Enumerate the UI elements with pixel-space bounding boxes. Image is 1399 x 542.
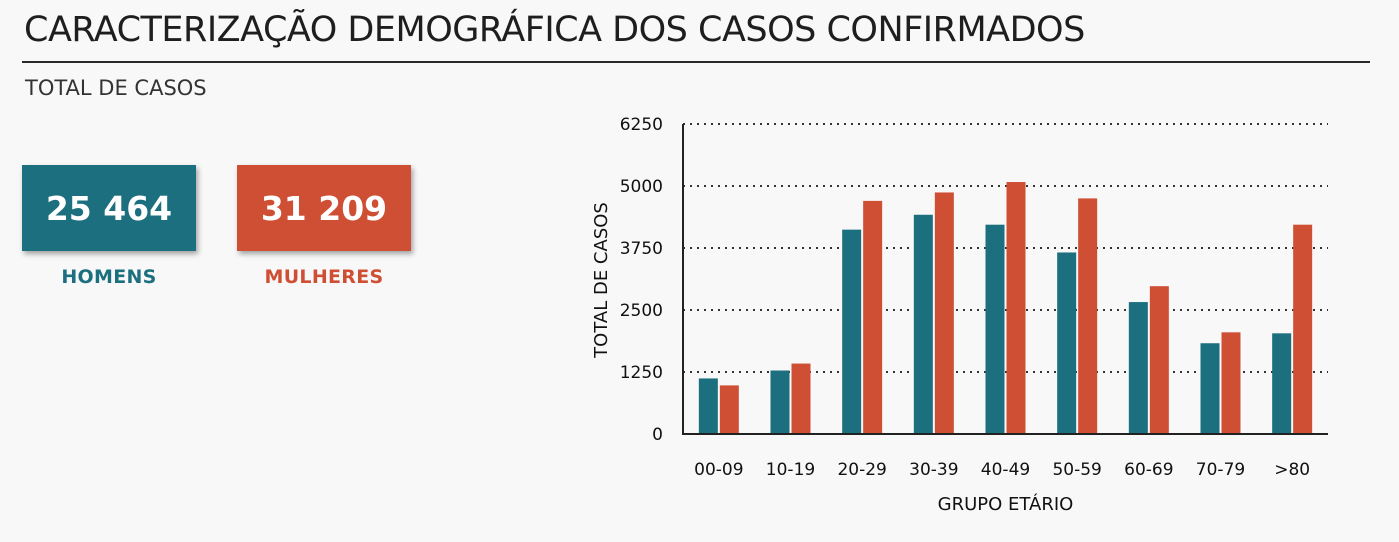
bar-homens-0009 xyxy=(698,378,718,434)
kpi-men-label: HOMENS xyxy=(61,266,157,288)
x-tick-label: 50-59 xyxy=(1052,460,1101,480)
y-tick-label: 3750 xyxy=(620,239,663,259)
bars xyxy=(698,182,1313,434)
tick-labels: 0 1250 2500 3750 5000 6250 00-09 10-19 20-29 30-3… xyxy=(620,115,1310,480)
x-axis-title: GRUPO ETÁRIO xyxy=(938,493,1074,515)
kpi-men-card: 25 464 xyxy=(22,165,196,251)
y-tick-label: 2500 xyxy=(620,301,663,321)
y-axis-title: TOTAL DE CASOS xyxy=(591,202,612,359)
bar-homens-5059 xyxy=(1057,252,1077,434)
x-tick-label: 70-79 xyxy=(1196,460,1245,480)
x-tick-label: 00-09 xyxy=(694,460,743,480)
x-tick-label: 40-49 xyxy=(981,460,1030,480)
bar-mulheres-5059 xyxy=(1078,198,1098,434)
bar-homens-1019 xyxy=(770,370,790,434)
x-tick-label: 60-69 xyxy=(1124,460,1173,480)
bar-homens-3039 xyxy=(913,214,933,434)
bar-mulheres-1019 xyxy=(791,363,811,434)
grid-lines xyxy=(683,123,1328,373)
y-tick-label: 1250 xyxy=(620,363,663,383)
bar-mulheres-80 xyxy=(1293,224,1313,434)
x-tick-label: 10-19 xyxy=(766,460,815,480)
bar-mulheres-6069 xyxy=(1149,286,1169,434)
kpi-women-label: MULHERES xyxy=(264,266,384,288)
bar-homens-4049 xyxy=(985,224,1005,434)
axes xyxy=(682,124,1328,435)
section-subtitle: TOTAL DE CASOS xyxy=(25,76,207,100)
bar-mulheres-3039 xyxy=(934,192,954,434)
bar-mulheres-0009 xyxy=(719,385,739,434)
y-tick-label: 0 xyxy=(652,425,663,445)
bar-homens-7079 xyxy=(1200,343,1220,434)
page-title: CARACTERIZAÇÃO DEMOGRÁFICA DOS CASOS CON… xyxy=(24,10,1085,50)
x-tick-label: 20-29 xyxy=(837,460,886,480)
bar-homens-2029 xyxy=(842,229,862,434)
bar-homens-6069 xyxy=(1128,302,1148,434)
bar-homens-80 xyxy=(1272,333,1292,434)
y-tick-label: 6250 xyxy=(620,115,663,135)
bar-mulheres-2029 xyxy=(863,200,883,434)
kpi-men-value: 25 464 xyxy=(45,188,173,228)
kpi-women-card: 31 209 xyxy=(237,165,411,251)
kpi-women-value: 31 209 xyxy=(260,188,388,228)
bar-mulheres-4049 xyxy=(1006,182,1026,434)
title-divider xyxy=(22,61,1370,63)
y-tick-label: 5000 xyxy=(620,177,663,197)
x-tick-label: 30-39 xyxy=(909,460,958,480)
bar-mulheres-7079 xyxy=(1221,332,1241,434)
x-tick-label: >80 xyxy=(1274,460,1310,480)
